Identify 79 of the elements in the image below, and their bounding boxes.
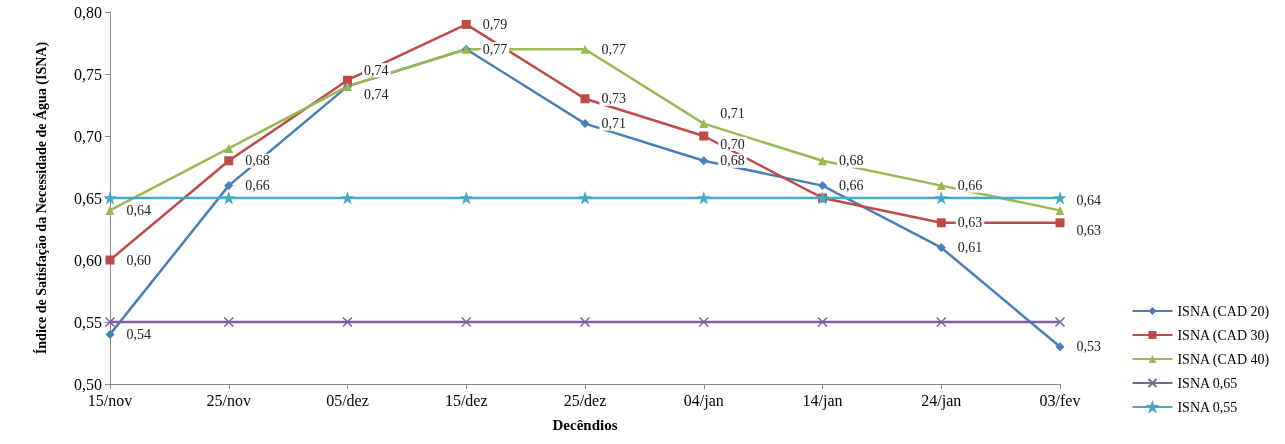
legend-label: ISNA (CAD 30) <box>1177 327 1270 344</box>
data-label: 0,63 <box>957 215 983 231</box>
point <box>224 181 234 191</box>
y-tick-label: 0,70 <box>74 127 102 145</box>
point <box>1054 192 1066 204</box>
data-label: 0,66 <box>957 178 983 194</box>
data-label: 0,66 <box>839 178 864 194</box>
point <box>936 243 946 253</box>
x-tick-label: 14/jan <box>802 391 843 410</box>
point <box>1054 316 1066 328</box>
data-label: 0,70 <box>720 136 745 152</box>
x-tick-label: 03/fev <box>1039 391 1081 409</box>
point <box>224 143 234 153</box>
point <box>936 218 946 228</box>
data-label: 0,60 <box>126 252 151 268</box>
point <box>579 316 591 328</box>
x-tick-label: 04/jan <box>683 391 724 410</box>
point <box>105 205 115 215</box>
legend-label: ISNA (CAD 40) <box>1177 351 1270 368</box>
point <box>936 316 947 328</box>
point <box>342 192 353 204</box>
legend-label: ISNA 0,55 <box>1177 399 1238 415</box>
point <box>1055 205 1065 215</box>
data-label: 0,68 <box>720 153 745 169</box>
data-label: 0,74 <box>364 86 389 102</box>
point <box>104 316 116 328</box>
y-tick-label: 0,75 <box>74 65 102 83</box>
y-tick-label: 0,50 <box>74 375 102 393</box>
point <box>104 192 116 204</box>
point <box>699 131 709 141</box>
data-label: 0,73 <box>601 91 626 107</box>
point <box>817 316 828 328</box>
point <box>1055 218 1065 228</box>
data-label: 0,53 <box>1076 339 1101 355</box>
point <box>579 192 591 204</box>
x-tick-label: 05/dez <box>326 391 369 409</box>
y-tick-label: 0,55 <box>74 313 102 331</box>
point <box>580 44 590 54</box>
point <box>105 329 115 339</box>
data-label: 0,63 <box>1076 223 1101 239</box>
point <box>224 156 234 166</box>
point <box>698 316 709 328</box>
x-tick-label: 24/jan <box>921 391 962 410</box>
x-tick-label: 25/dez <box>563 391 607 409</box>
point <box>461 19 471 29</box>
data-label: 0,71 <box>601 116 626 132</box>
point <box>343 75 352 85</box>
data-label: 0,74 <box>364 62 389 78</box>
point <box>818 156 827 166</box>
legend-label: ISNA (CAD 20) <box>1177 303 1270 320</box>
point <box>105 255 115 265</box>
data-label: 0,54 <box>126 326 151 342</box>
point <box>461 316 472 328</box>
data-label: 0,66 <box>245 178 270 194</box>
x-tick-label: 15/nov <box>87 391 133 409</box>
legend-label: ISNA 0,65 <box>1177 375 1238 391</box>
data-label: 0,79 <box>482 16 508 32</box>
data-label: 0,71 <box>720 106 745 122</box>
y-tick-label: 0,80 <box>74 3 102 21</box>
point <box>1055 342 1065 352</box>
point <box>580 94 590 104</box>
data-label: 0,64 <box>126 202 151 218</box>
point <box>699 156 709 166</box>
data-label: 0,64 <box>1076 192 1101 208</box>
data-label: 0,68 <box>245 153 270 169</box>
point <box>580 119 590 129</box>
data-label: 0,61 <box>957 240 983 256</box>
x-tick-label: 15/dez <box>444 391 488 409</box>
point <box>342 316 353 328</box>
point <box>223 316 234 328</box>
x-tick-label: 25/nov <box>206 391 251 409</box>
y-tick-label: 0,65 <box>74 189 102 207</box>
data-label: 0,77 <box>482 41 508 57</box>
data-label: 0,77 <box>601 41 626 57</box>
x-axis-title: Decêndios <box>552 416 618 433</box>
point <box>818 181 827 191</box>
y-axis-title: Índice de Satisfação da Necessidade de Água (ISNA) <box>33 41 50 355</box>
data-label: 0,68 <box>839 153 864 169</box>
y-tick-label: 0,60 <box>74 251 102 269</box>
